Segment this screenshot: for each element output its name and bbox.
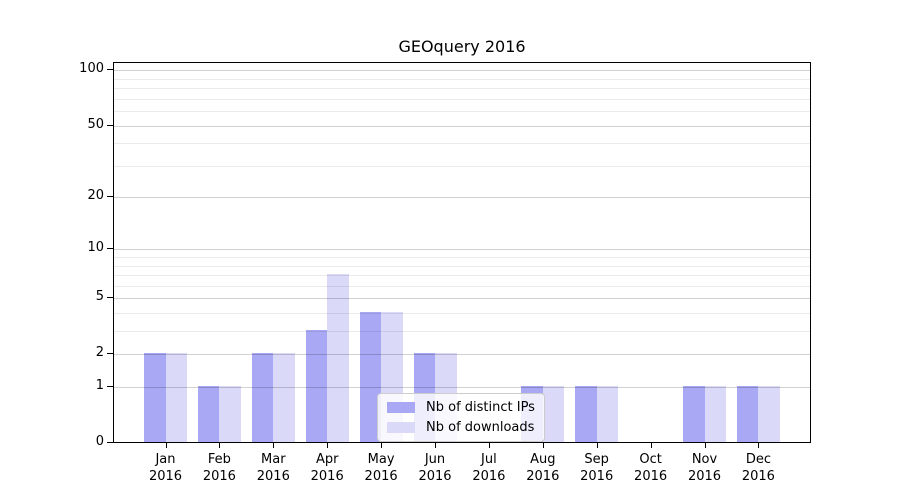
gridline [114,98,810,100]
bar-nov-downloads [704,386,726,442]
legend-item: Nb of downloads [387,420,535,435]
y-tick-label: 5 [95,289,104,305]
y-tick-mark [107,248,113,250]
gridline [114,88,810,90]
gridline [114,249,810,251]
x-tick-mark [650,443,652,448]
x-tick-label-month: Oct [639,452,662,467]
x-tick-label-year: 2016 [741,469,775,484]
x-tick-label-month: Jun [424,452,446,467]
gridline [114,165,810,167]
gridline [114,70,810,72]
y-tick-label: 1 [95,378,104,394]
bar-jan-downloads [165,353,187,442]
x-tick-mark [327,443,329,448]
y-tick-mark [107,353,113,355]
x-tick-mark [273,443,275,448]
bar-apr-ips [305,330,328,442]
x-tick-label-year: 2016 [687,469,722,484]
x-tick-label-month: Jan [155,452,176,467]
plot-area: Nb of distinct IPs Nb of downloads [113,62,811,443]
bar-feb-ips [197,386,220,442]
x-tick-label-month: Sep [584,452,609,467]
legend-swatch [387,402,415,413]
gridline [114,125,810,127]
bar-feb-downloads [219,386,241,442]
y-tick-mark [107,69,113,71]
y-tick-mark [107,196,113,198]
y-tick-label: 20 [87,188,104,204]
legend-swatch [387,422,415,433]
x-tick-label-year: 2016 [148,469,183,484]
x-tick-label-year: 2016 [202,469,236,484]
y-tick-label: 100 [79,61,104,77]
x-tick-label-year: 2016 [472,469,506,484]
x-tick-label-year: 2016 [310,469,344,484]
x-tick-mark [758,443,760,448]
x-tick-label-month: Apr [315,452,339,467]
x-tick-label-year: 2016 [418,469,452,484]
bar-sep-ips [575,386,597,442]
legend: Nb of distinct IPs Nb of downloads [377,393,545,442]
x-tick-mark [704,443,706,448]
y-tick-mark [107,442,113,443]
bar-mar-ips [251,353,274,442]
gridline [114,197,810,199]
gridline [114,78,810,80]
gridline [114,298,810,300]
chart-title: GEOquery 2016 [398,37,526,56]
bar-nov-ips [683,386,705,442]
gridline [114,143,810,145]
bar-mar-downloads [273,353,295,442]
gridline [114,313,810,315]
x-tick-label-month: May [367,452,395,467]
y-tick-label: 10 [87,240,104,256]
gridline [114,111,810,113]
x-tick-mark [165,443,167,448]
y-tick-label: 2 [95,345,104,361]
x-tick-label-year: 2016 [364,469,398,484]
x-tick-label-year: 2016 [634,469,668,484]
gridline [114,331,810,333]
gridline [114,275,810,277]
legend-item: Nb of distinct IPs [387,400,535,415]
x-tick-label-month: Nov [691,452,718,467]
x-tick-mark [488,443,490,448]
bar-may-ips [359,312,382,442]
gridline [114,285,810,287]
x-tick-mark [381,443,383,448]
x-tick-label-month: Dec [745,452,771,467]
y-tick-mark [107,297,113,299]
x-tick-label-year: 2016 [256,469,290,484]
x-tick-mark [542,443,544,448]
x-tick-mark [219,443,221,448]
x-tick-mark [435,443,436,448]
bar-dec-ips [736,386,759,442]
bar-aug-downloads [542,386,565,442]
y-tick-mark [107,124,113,126]
gridline [114,265,810,267]
y-tick-label: 0 [95,434,104,449]
y-tick-mark [107,386,113,388]
legend-label: Nb of distinct IPs [426,400,535,415]
x-tick-label-year: 2016 [526,469,560,484]
x-tick-label-month: Feb [207,452,231,467]
legend-label: Nb of downloads [426,420,535,435]
x-tick-label-year: 2016 [580,469,614,484]
y-tick-label: 50 [87,116,104,132]
x-tick-label-month: Jul [481,452,497,467]
x-tick-label-month: Mar [261,452,286,467]
bar-dec-downloads [758,386,780,442]
gridline [114,354,810,356]
bar-jan-ips [144,353,166,442]
bar-apr-downloads [327,274,349,442]
bar-sep-downloads [596,386,619,442]
x-tick-label-month: Aug [530,452,556,467]
gridline [114,257,810,259]
x-tick-mark [596,443,598,448]
